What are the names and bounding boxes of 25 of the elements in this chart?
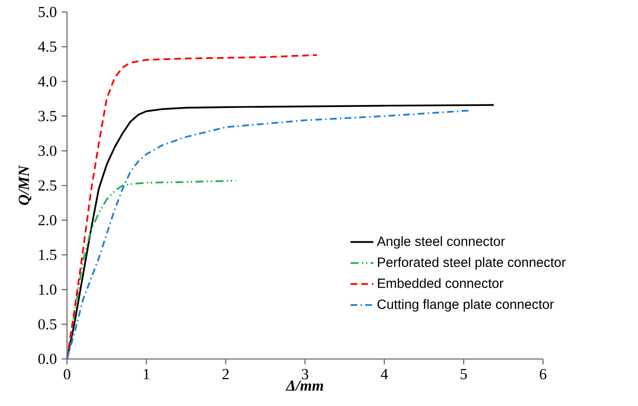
line-series	[66, 54, 318, 360]
y-tick-label: 4.0	[38, 76, 56, 87]
legend-label: Cutting flange plate connector	[378, 299, 554, 312]
y-tick-label: 2.5	[38, 180, 56, 191]
x-tick-label: 1	[144, 369, 150, 380]
x-axis-title: Δ/mm	[286, 380, 324, 391]
y-tick-label: 2.0	[38, 215, 56, 226]
y-tick-label: 5.0	[38, 6, 56, 18]
y-tick-label: 3.0	[38, 146, 56, 156]
y-tick-label: 0.0	[38, 354, 56, 364]
x-tick-label: 4	[380, 369, 388, 380]
y-tick-label: 1.0	[39, 284, 56, 295]
x-tick-label: 2	[222, 369, 229, 380]
y-tick-label: 4.5	[38, 42, 56, 52]
legend-label: Perforated steel plate connector	[378, 257, 566, 270]
legend-label: Embedded connector	[378, 278, 504, 288]
x-tick-label: 5	[460, 369, 467, 380]
x-tick-label: 6	[540, 369, 546, 380]
x-tick-label: 3	[302, 369, 308, 380]
y-tick-label: 0.5	[38, 319, 56, 330]
x-tick-label: 0	[64, 369, 70, 380]
legend-label: Angle steel connector	[376, 236, 505, 249]
y-tick-label: 1.5	[39, 250, 56, 260]
y-axis-title: Q/MN	[18, 165, 32, 205]
y-tick-label: 3.5	[38, 110, 56, 122]
